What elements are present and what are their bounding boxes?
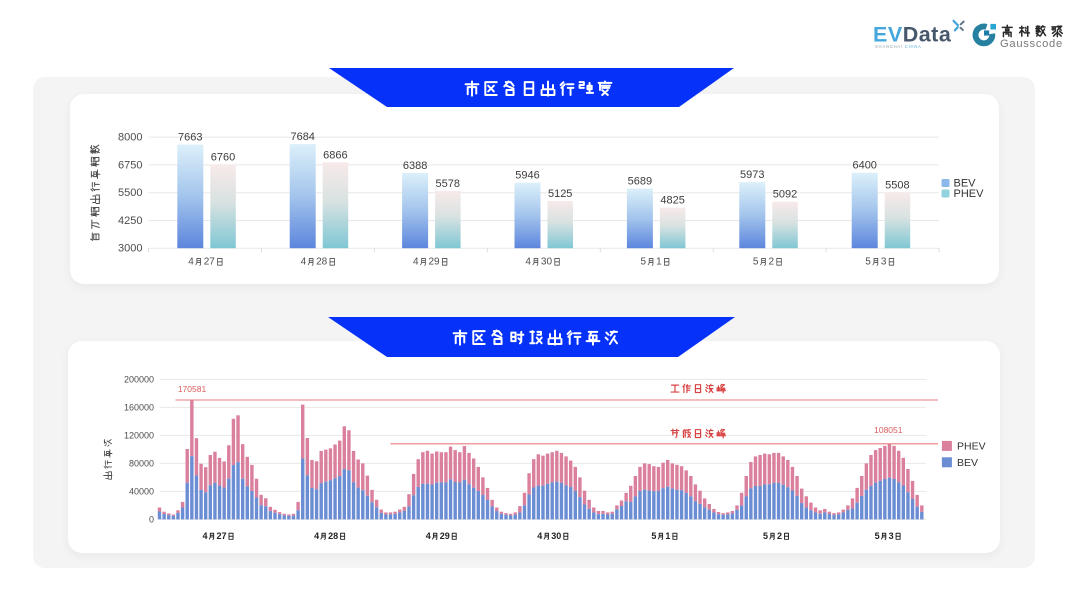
svg-text:4825: 4825 xyxy=(660,195,684,207)
svg-text:5: 5 xyxy=(865,257,871,268)
svg-text:3: 3 xyxy=(881,257,887,268)
svg-text:2: 2 xyxy=(769,257,775,268)
svg-text:1: 1 xyxy=(656,257,662,268)
svg-text:5: 5 xyxy=(641,257,647,268)
svg-text:30: 30 xyxy=(551,531,561,541)
svg-text:4: 4 xyxy=(525,257,531,268)
svg-text:170581: 170581 xyxy=(178,384,207,394)
svg-text:108051: 108051 xyxy=(874,425,903,435)
svg-text:0: 0 xyxy=(149,514,154,524)
svg-text:5: 5 xyxy=(875,531,880,541)
svg-text:3: 3 xyxy=(889,531,894,541)
svg-text:6750: 6750 xyxy=(118,159,142,171)
svg-text:Gausscode: Gausscode xyxy=(1000,38,1063,50)
svg-text:5508: 5508 xyxy=(885,180,909,192)
svg-text:4250: 4250 xyxy=(118,215,142,227)
svg-text:6760: 6760 xyxy=(211,152,235,164)
svg-text:5: 5 xyxy=(651,531,656,541)
svg-text:5: 5 xyxy=(763,531,768,541)
svg-text:5125: 5125 xyxy=(548,188,572,200)
svg-text:29: 29 xyxy=(440,531,450,541)
svg-text:120000: 120000 xyxy=(124,430,154,440)
svg-text:6400: 6400 xyxy=(852,160,876,172)
svg-text:40000: 40000 xyxy=(129,486,154,496)
svg-text:7663: 7663 xyxy=(178,132,202,144)
svg-text:2: 2 xyxy=(777,531,782,541)
svg-text:200000: 200000 xyxy=(124,374,154,384)
svg-text:5: 5 xyxy=(753,257,759,268)
svg-text:4: 4 xyxy=(413,257,419,268)
svg-text:29: 29 xyxy=(429,257,441,268)
svg-text:7684: 7684 xyxy=(290,131,314,143)
svg-text:6388: 6388 xyxy=(403,160,427,172)
svg-text:4: 4 xyxy=(314,531,319,541)
svg-text:5500: 5500 xyxy=(118,187,142,199)
svg-text:PHEV: PHEV xyxy=(954,188,985,200)
svg-text:PHEV: PHEV xyxy=(957,441,986,453)
svg-text:28: 28 xyxy=(316,257,328,268)
svg-text:27: 27 xyxy=(217,531,227,541)
svg-text:3000: 3000 xyxy=(118,243,142,255)
svg-text:4: 4 xyxy=(301,257,307,268)
svg-text:5689: 5689 xyxy=(628,176,652,188)
svg-text:1: 1 xyxy=(665,531,670,541)
svg-text:5946: 5946 xyxy=(515,170,539,182)
svg-text:4: 4 xyxy=(537,531,542,541)
svg-text:4: 4 xyxy=(188,257,194,268)
svg-text:6866: 6866 xyxy=(323,149,347,161)
svg-text:4: 4 xyxy=(426,531,431,541)
svg-text:SHANGHAI CHINA: SHANGHAI CHINA xyxy=(875,44,922,49)
svg-text:BEV: BEV xyxy=(954,178,977,190)
svg-text:160000: 160000 xyxy=(124,402,154,412)
svg-text:8000: 8000 xyxy=(118,132,142,144)
svg-text:4: 4 xyxy=(203,531,208,541)
svg-text:5092: 5092 xyxy=(773,189,797,201)
svg-text:28: 28 xyxy=(328,531,338,541)
svg-text:BEV: BEV xyxy=(957,457,978,469)
svg-text:5578: 5578 xyxy=(436,178,460,190)
svg-text:EVData: EVData xyxy=(873,23,952,47)
svg-text:5973: 5973 xyxy=(740,169,764,181)
svg-text:80000: 80000 xyxy=(129,458,154,468)
svg-text:30: 30 xyxy=(541,257,553,268)
svg-text:27: 27 xyxy=(204,257,216,268)
